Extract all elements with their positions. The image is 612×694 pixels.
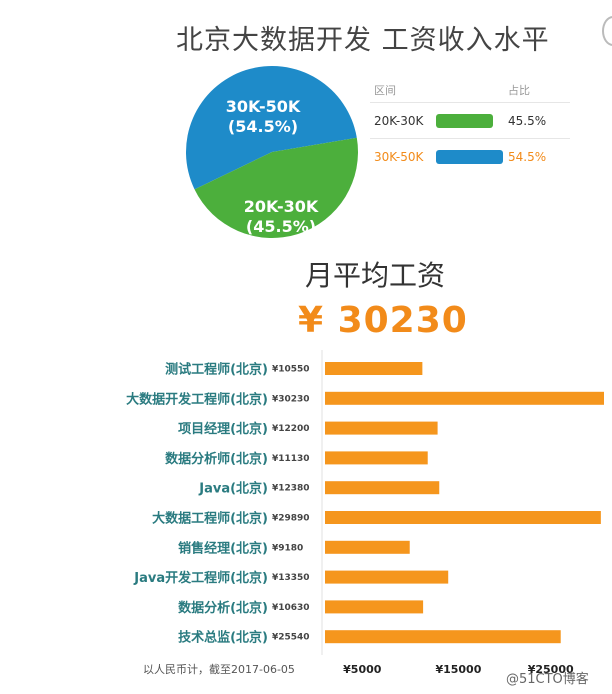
bar-value-label: ¥13350 (272, 573, 310, 583)
legend-swatch-30k-50k (436, 150, 503, 164)
legend-pct-20k-30k: 45.5% (508, 114, 547, 128)
bar-value-label: ¥10630 (272, 603, 310, 613)
bar (325, 630, 561, 644)
pie-label-20k-30k: 20K-30K (45.5%) (236, 197, 326, 237)
bar-footnote: 以人民币计，截至2017-06-05 (143, 662, 295, 676)
bar (325, 511, 601, 524)
bar-value-label: ¥11130 (272, 454, 310, 464)
pie-slice-30K-50K (186, 66, 357, 190)
bar-category-label: 数据分析师(北京) (165, 451, 268, 467)
bar-category-label: Java开发工程师(北京) (133, 570, 268, 586)
legend-header-range: 区间 (374, 84, 396, 97)
bar (325, 391, 604, 405)
bar-chart: 测试工程师(北京) ¥10550 大数据开发工程师(北京) ¥30230 项目经理(北京… (126, 350, 604, 676)
bar (325, 540, 410, 554)
watermark: @51CTO博客 (506, 672, 589, 687)
bar (325, 451, 428, 465)
bar-category-label: 项目经理(北京) (178, 421, 268, 437)
pie-label-30k-50k-name: 30K-50K (225, 97, 301, 116)
bar-value-label: ¥12200 (272, 424, 310, 434)
legend-row-30k-50k: 30K-50K 54.5% (370, 138, 570, 175)
bar-category-label: 技术总监(北京) (178, 630, 268, 646)
bar-category-label: 销售经理(北京) (178, 540, 268, 556)
bar (325, 570, 449, 584)
x-tick-label: ¥15000 (435, 663, 481, 676)
x-tick-label: ¥5000 (343, 663, 382, 676)
legend-pct-30k-50k: 54.5% (508, 150, 547, 164)
pie-label-20k-30k-name: 20K-30K (243, 197, 319, 216)
legend-row-20k-30k: 20K-30K 45.5% (370, 102, 570, 139)
bar (325, 481, 440, 495)
pie-label-30k-50k: 30K-50K (54.5%) (218, 97, 308, 137)
bar-value-label: ¥30230 (272, 394, 310, 404)
bar-value-label: ¥12380 (272, 484, 310, 494)
bar-category-label: Java(北京) (198, 481, 268, 497)
legend-range-30k-50k: 30K-50K (374, 150, 424, 164)
bar (325, 421, 438, 435)
bar-category-label: 测试工程师(北京) (165, 362, 268, 378)
bar-chart-title: 月平均工资 (305, 259, 446, 292)
bar-value-label: ¥9180 (272, 543, 303, 553)
pie-slice-20K-30K (194, 137, 358, 238)
x-tick-label: ¥25000 (528, 663, 574, 676)
bar-category-label: 数据分析(北京) (178, 600, 268, 616)
bar-value-label: ¥25540 (272, 633, 310, 643)
bar-value-label: ¥29890 (272, 514, 310, 524)
bar-category-label: 大数据开发工程师(北京) (126, 391, 268, 407)
average-salary-value: ¥ 30230 (298, 300, 468, 341)
legend-swatch-20k-30k (436, 114, 493, 128)
pie-label-20k-30k-pct: (45.5%) (245, 217, 317, 236)
bar (325, 600, 424, 614)
bar-category-label: 大数据工程师(北京) (152, 511, 268, 527)
chart-title: 北京大数据开发 工资收入水平 (176, 25, 550, 56)
legend-range-20k-30k: 20K-30K (374, 114, 424, 128)
pie-chart (186, 66, 358, 238)
corner-mark (602, 16, 612, 46)
legend-header-share: 占比 (508, 84, 530, 97)
pie-label-30k-50k-pct: (54.5%) (227, 117, 299, 136)
bar-value-label: ¥10550 (272, 365, 310, 375)
bar (325, 362, 423, 375)
